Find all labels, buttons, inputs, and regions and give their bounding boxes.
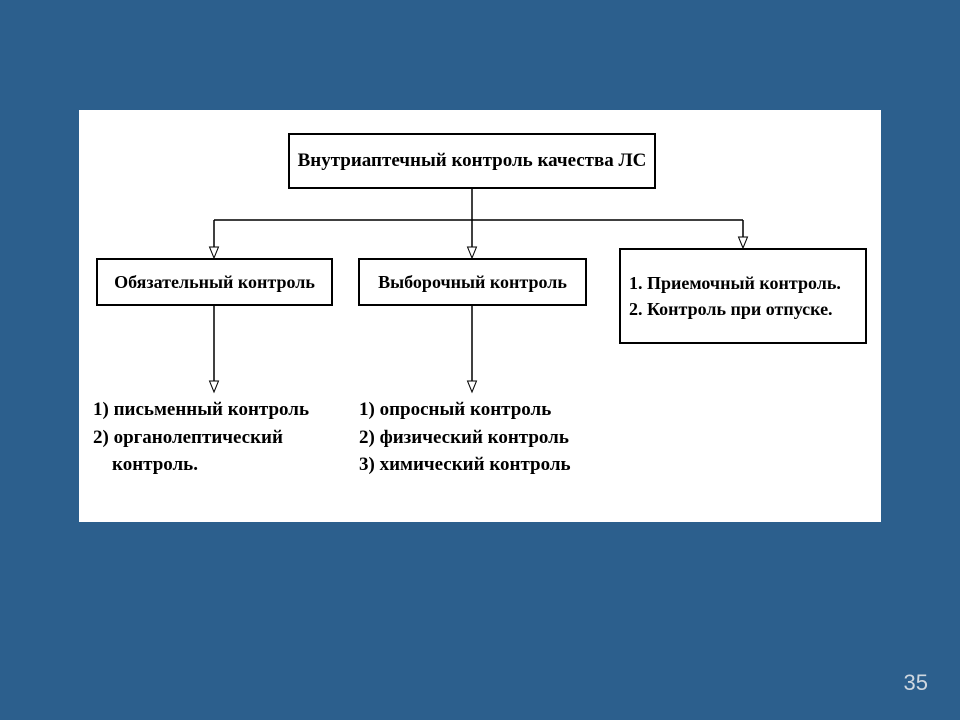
receipt-line-1: 1. Приемочный контроль. bbox=[629, 270, 841, 296]
mandatory-control-node: Обязательный контроль bbox=[96, 258, 333, 306]
root-node: Внутриаптечный контроль качества ЛС bbox=[288, 133, 656, 189]
page-number: 35 bbox=[904, 670, 928, 696]
selective-list: 1) опросный контроль 2) физический контр… bbox=[359, 396, 571, 479]
diagram-canvas: Внутриаптечный контроль качества ЛС Обяз… bbox=[79, 110, 881, 522]
mandatory-list-item: 1) письменный контроль bbox=[93, 396, 309, 424]
selective-list-item: 2) физический контроль bbox=[359, 424, 571, 452]
mandatory-list: 1) письменный контроль 2) органолептичес… bbox=[93, 396, 309, 479]
mandatory-list-item: 2) органолептический bbox=[93, 424, 309, 452]
selective-control-node: Выборочный контроль bbox=[358, 258, 587, 306]
selective-list-item: 1) опросный контроль bbox=[359, 396, 571, 424]
receipt-line-2: 2. Контроль при отпуске. bbox=[629, 296, 833, 322]
selective-control-label: Выборочный контроль bbox=[378, 272, 567, 293]
root-node-label: Внутриаптечный контроль качества ЛС bbox=[298, 150, 647, 172]
receipt-control-node: 1. Приемочный контроль. 2. Контроль при … bbox=[619, 248, 867, 344]
selective-list-item: 3) химический контроль bbox=[359, 451, 571, 479]
mandatory-list-item: контроль. bbox=[93, 451, 309, 479]
mandatory-control-label: Обязательный контроль bbox=[114, 272, 315, 293]
